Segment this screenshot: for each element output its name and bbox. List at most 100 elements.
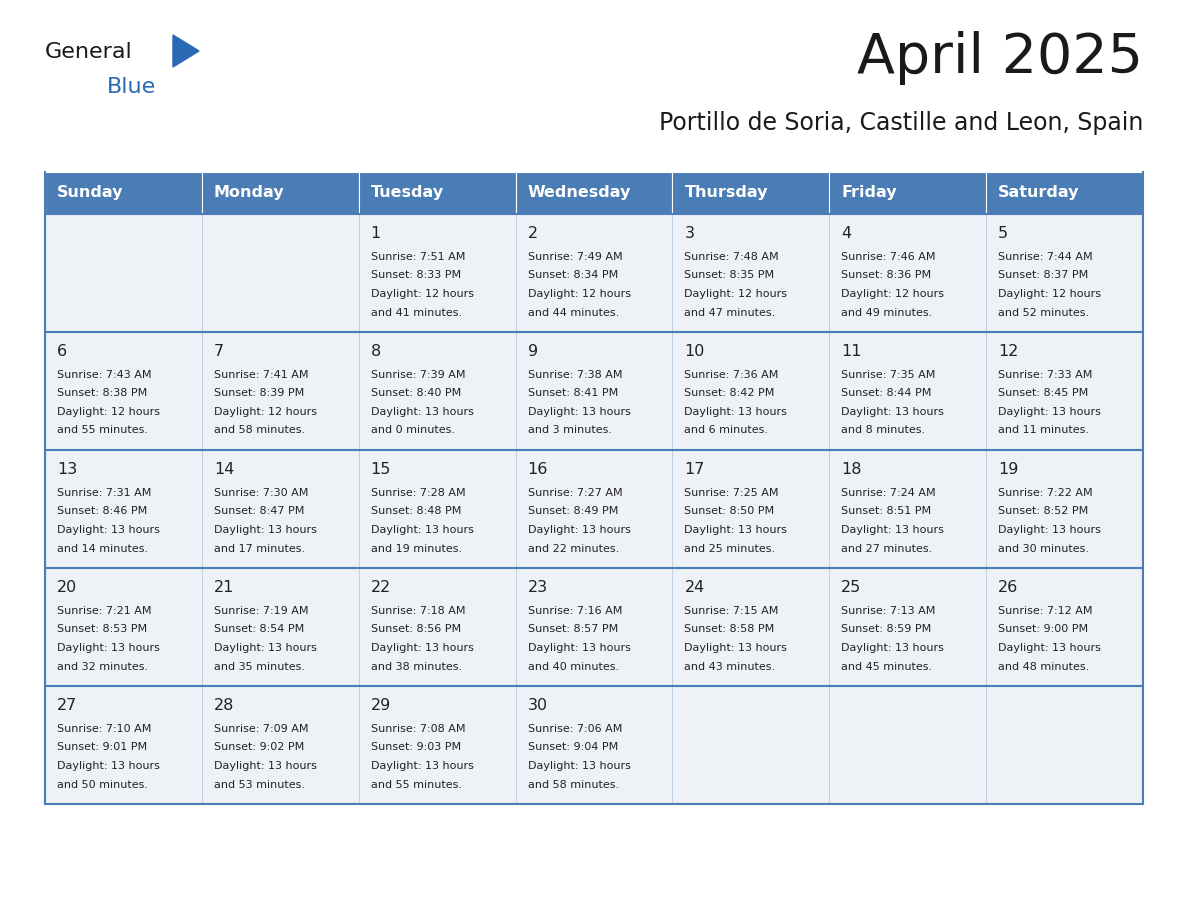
Bar <box>202 568 359 686</box>
Text: Sunset: 8:54 PM: Sunset: 8:54 PM <box>214 624 304 634</box>
Text: Friday: Friday <box>841 185 897 200</box>
Text: April 2025: April 2025 <box>857 31 1143 85</box>
Text: Sunrise: 7:48 AM: Sunrise: 7:48 AM <box>684 252 779 262</box>
Text: Sunset: 8:53 PM: Sunset: 8:53 PM <box>57 624 147 634</box>
Text: Daylight: 13 hours: Daylight: 13 hours <box>527 407 631 417</box>
Text: Sunrise: 7:21 AM: Sunrise: 7:21 AM <box>57 606 152 616</box>
Text: Sunrise: 7:41 AM: Sunrise: 7:41 AM <box>214 370 309 380</box>
Text: Daylight: 13 hours: Daylight: 13 hours <box>684 407 788 417</box>
Text: and 55 minutes.: and 55 minutes. <box>371 779 462 789</box>
Text: Sunset: 9:03 PM: Sunset: 9:03 PM <box>371 743 461 753</box>
Text: and 30 minutes.: and 30 minutes. <box>998 543 1089 554</box>
Text: Daylight: 13 hours: Daylight: 13 hours <box>371 761 474 771</box>
Text: Sunrise: 7:08 AM: Sunrise: 7:08 AM <box>371 724 466 734</box>
Text: and 0 minutes.: and 0 minutes. <box>371 426 455 435</box>
Text: Sunset: 8:57 PM: Sunset: 8:57 PM <box>527 624 618 634</box>
Bar <box>516 568 672 686</box>
Text: Sunset: 8:52 PM: Sunset: 8:52 PM <box>998 507 1088 517</box>
Text: Daylight: 13 hours: Daylight: 13 hours <box>527 761 631 771</box>
Text: Sunrise: 7:28 AM: Sunrise: 7:28 AM <box>371 488 466 498</box>
Text: Daylight: 12 hours: Daylight: 12 hours <box>841 289 944 299</box>
Text: and 52 minutes.: and 52 minutes. <box>998 308 1089 318</box>
Bar <box>672 568 829 686</box>
Bar <box>986 568 1143 686</box>
Bar <box>359 172 516 214</box>
Text: Sunrise: 7:22 AM: Sunrise: 7:22 AM <box>998 488 1093 498</box>
Bar <box>829 172 986 214</box>
Text: and 17 minutes.: and 17 minutes. <box>214 543 305 554</box>
Text: 10: 10 <box>684 344 704 359</box>
Text: Daylight: 12 hours: Daylight: 12 hours <box>527 289 631 299</box>
Text: Sunrise: 7:06 AM: Sunrise: 7:06 AM <box>527 724 623 734</box>
Text: Daylight: 12 hours: Daylight: 12 hours <box>998 289 1101 299</box>
Text: and 49 minutes.: and 49 minutes. <box>841 308 933 318</box>
Text: Sunset: 8:34 PM: Sunset: 8:34 PM <box>527 271 618 281</box>
Text: 13: 13 <box>57 462 77 477</box>
Bar <box>45 214 202 332</box>
Text: Sunset: 8:35 PM: Sunset: 8:35 PM <box>684 271 775 281</box>
Bar <box>672 332 829 450</box>
Text: 22: 22 <box>371 580 391 595</box>
Text: Monday: Monday <box>214 185 284 200</box>
Bar <box>672 172 829 214</box>
Text: Sunset: 9:01 PM: Sunset: 9:01 PM <box>57 743 147 753</box>
Text: Sunset: 8:51 PM: Sunset: 8:51 PM <box>841 507 931 517</box>
Text: 14: 14 <box>214 462 234 477</box>
Bar <box>672 450 829 568</box>
Bar <box>45 450 202 568</box>
Text: Sunrise: 7:33 AM: Sunrise: 7:33 AM <box>998 370 1093 380</box>
Text: Sunset: 8:58 PM: Sunset: 8:58 PM <box>684 624 775 634</box>
Text: and 45 minutes.: and 45 minutes. <box>841 662 933 671</box>
Text: Sunrise: 7:10 AM: Sunrise: 7:10 AM <box>57 724 151 734</box>
Text: and 25 minutes.: and 25 minutes. <box>684 543 776 554</box>
Text: Sunrise: 7:19 AM: Sunrise: 7:19 AM <box>214 606 309 616</box>
Text: Daylight: 13 hours: Daylight: 13 hours <box>998 407 1101 417</box>
Text: Sunrise: 7:49 AM: Sunrise: 7:49 AM <box>527 252 623 262</box>
Text: Sunrise: 7:13 AM: Sunrise: 7:13 AM <box>841 606 936 616</box>
Text: and 11 minutes.: and 11 minutes. <box>998 426 1089 435</box>
Text: and 58 minutes.: and 58 minutes. <box>214 426 305 435</box>
Text: 19: 19 <box>998 462 1018 477</box>
Text: and 27 minutes.: and 27 minutes. <box>841 543 933 554</box>
Text: 7: 7 <box>214 344 225 359</box>
Text: and 48 minutes.: and 48 minutes. <box>998 662 1089 671</box>
Bar <box>986 214 1143 332</box>
Text: Sunrise: 7:18 AM: Sunrise: 7:18 AM <box>371 606 466 616</box>
Text: and 40 minutes.: and 40 minutes. <box>527 662 619 671</box>
Text: 28: 28 <box>214 698 234 713</box>
Bar <box>986 450 1143 568</box>
Text: Daylight: 12 hours: Daylight: 12 hours <box>371 289 474 299</box>
Text: Sunset: 8:45 PM: Sunset: 8:45 PM <box>998 388 1088 398</box>
Text: and 6 minutes.: and 6 minutes. <box>684 426 769 435</box>
Text: Sunday: Sunday <box>57 185 124 200</box>
Bar <box>202 686 359 804</box>
Text: and 3 minutes.: and 3 minutes. <box>527 426 612 435</box>
Text: Sunset: 8:59 PM: Sunset: 8:59 PM <box>841 624 931 634</box>
Text: and 44 minutes.: and 44 minutes. <box>527 308 619 318</box>
Text: 23: 23 <box>527 580 548 595</box>
Bar <box>359 332 516 450</box>
Text: Daylight: 13 hours: Daylight: 13 hours <box>684 643 788 653</box>
Polygon shape <box>173 35 200 67</box>
Text: 3: 3 <box>684 226 695 241</box>
Text: Sunset: 9:04 PM: Sunset: 9:04 PM <box>527 743 618 753</box>
Text: and 14 minutes.: and 14 minutes. <box>57 543 148 554</box>
Text: Thursday: Thursday <box>684 185 767 200</box>
Bar <box>986 172 1143 214</box>
Text: Daylight: 13 hours: Daylight: 13 hours <box>527 643 631 653</box>
Bar <box>202 450 359 568</box>
Text: and 50 minutes.: and 50 minutes. <box>57 779 148 789</box>
Text: Sunrise: 7:12 AM: Sunrise: 7:12 AM <box>998 606 1093 616</box>
Text: 11: 11 <box>841 344 861 359</box>
Text: Sunset: 8:39 PM: Sunset: 8:39 PM <box>214 388 304 398</box>
Text: Sunset: 8:42 PM: Sunset: 8:42 PM <box>684 388 775 398</box>
Text: Sunset: 8:50 PM: Sunset: 8:50 PM <box>684 507 775 517</box>
Text: Tuesday: Tuesday <box>371 185 444 200</box>
Text: Sunset: 8:36 PM: Sunset: 8:36 PM <box>841 271 931 281</box>
Text: 8: 8 <box>371 344 381 359</box>
Text: 29: 29 <box>371 698 391 713</box>
Text: Sunrise: 7:15 AM: Sunrise: 7:15 AM <box>684 606 779 616</box>
Text: Sunrise: 7:16 AM: Sunrise: 7:16 AM <box>527 606 623 616</box>
Text: 1: 1 <box>371 226 381 241</box>
Bar <box>45 332 202 450</box>
